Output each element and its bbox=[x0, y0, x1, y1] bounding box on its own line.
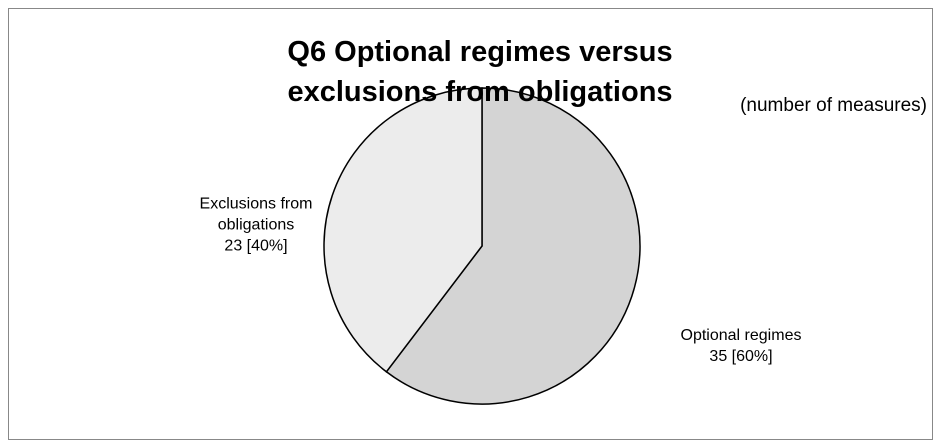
pie-slice bbox=[385, 87, 641, 405]
value-label: 35 [60%] bbox=[709, 348, 773, 365]
category-label: Exclusions from obligations bbox=[199, 195, 313, 234]
slice-label: Optional regimes 35 [60%] bbox=[656, 325, 826, 367]
chart-title: Q6 Optional regimes versus exclusions fr… bbox=[287, 36, 673, 108]
value-label: 23 [40%] bbox=[224, 237, 288, 255]
category-label: Optional regimes bbox=[680, 327, 802, 344]
slice-label: Exclusions from obligations 23 [40%] bbox=[181, 194, 331, 257]
pie-slice bbox=[323, 87, 483, 373]
chart-subtitle: (number of measures) bbox=[740, 95, 927, 116]
